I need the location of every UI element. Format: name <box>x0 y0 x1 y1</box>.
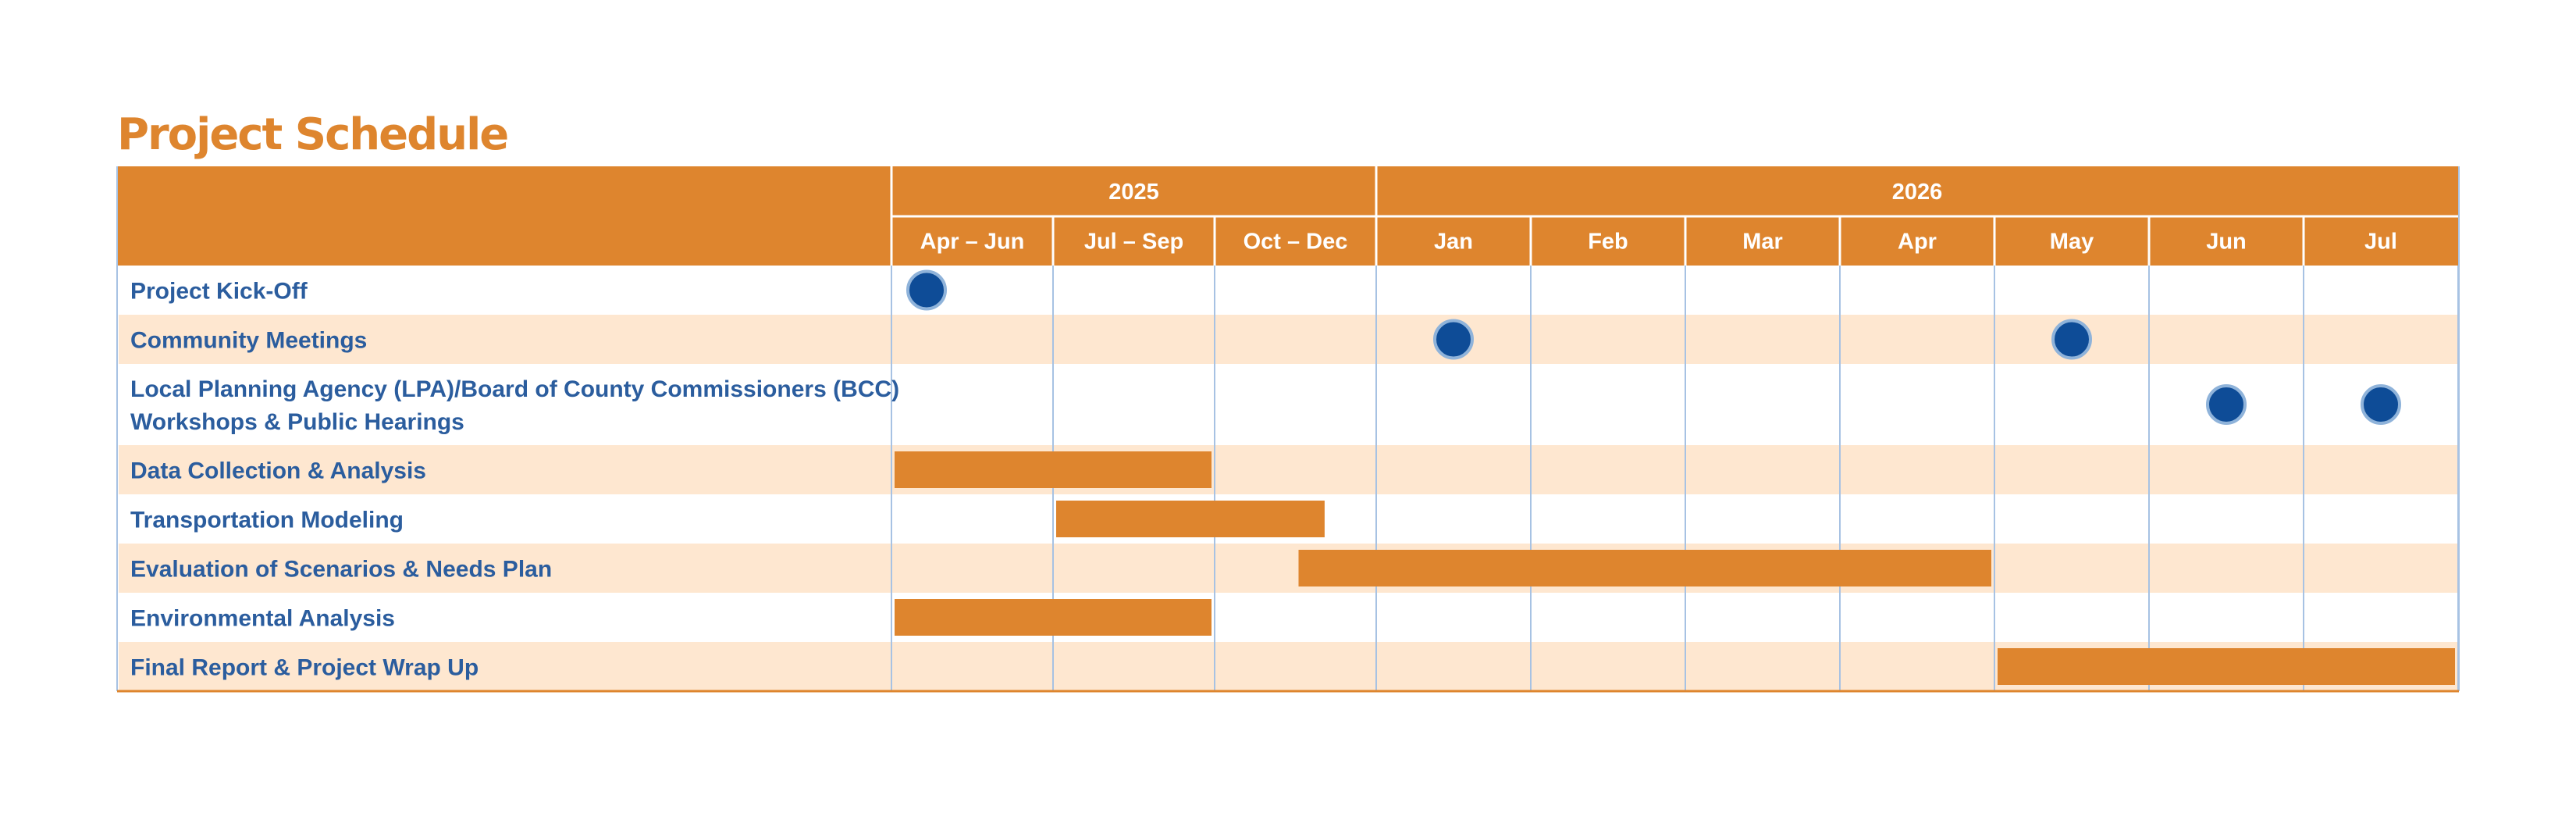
period-label: Jun <box>2206 230 2247 255</box>
milestone-dot <box>1433 319 1474 360</box>
task-bar <box>895 451 1212 488</box>
year-label: 2025 <box>1108 180 1159 205</box>
task-label: Data Collection & Analysis <box>130 458 426 484</box>
row-band <box>119 266 2457 315</box>
milestone-dot <box>2051 319 2092 360</box>
task-bar <box>1056 501 1325 537</box>
period-label: Jul – Sep <box>1084 230 1183 255</box>
task-label: Evaluation of Scenarios & Needs Plan <box>130 557 552 583</box>
row-band <box>119 445 2457 494</box>
row-band <box>119 593 2457 642</box>
task-label: Environmental Analysis <box>130 606 395 632</box>
task-label: Workshops & Public Hearings <box>130 409 464 435</box>
period-label: Apr – Jun <box>920 230 1025 255</box>
task-bar <box>1298 550 1991 586</box>
task-bar <box>1998 648 2455 685</box>
task-label: Community Meetings <box>130 328 367 354</box>
task-label: Local Planning Agency (LPA)/Board of Cou… <box>130 376 899 402</box>
milestone-dot <box>906 269 947 311</box>
period-label: Feb <box>1588 230 1628 255</box>
period-label: Apr <box>1898 230 1937 255</box>
row-band <box>119 544 2457 593</box>
period-label: May <box>2050 230 2094 255</box>
row-band <box>119 364 2457 445</box>
period-label: Jul <box>2364 230 2397 255</box>
period-label: Mar <box>1742 230 1783 255</box>
milestone-dot <box>2206 384 2247 425</box>
period-label: Jan <box>1434 230 1473 255</box>
period-label: Oct – Dec <box>1244 230 1348 255</box>
task-label: Project Kick-Off <box>130 279 308 305</box>
milestone-dot <box>2361 384 2401 425</box>
page-title: Project Schedule <box>117 109 509 160</box>
task-bar <box>895 599 1212 636</box>
task-label: Final Report & Project Wrap Up <box>130 655 479 681</box>
year-label: 2026 <box>1892 180 1943 205</box>
task-label: Transportation Modeling <box>130 508 404 533</box>
row-band <box>119 315 2457 364</box>
